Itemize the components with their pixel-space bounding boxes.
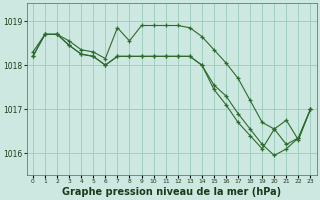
X-axis label: Graphe pression niveau de la mer (hPa): Graphe pression niveau de la mer (hPa) xyxy=(62,187,281,197)
